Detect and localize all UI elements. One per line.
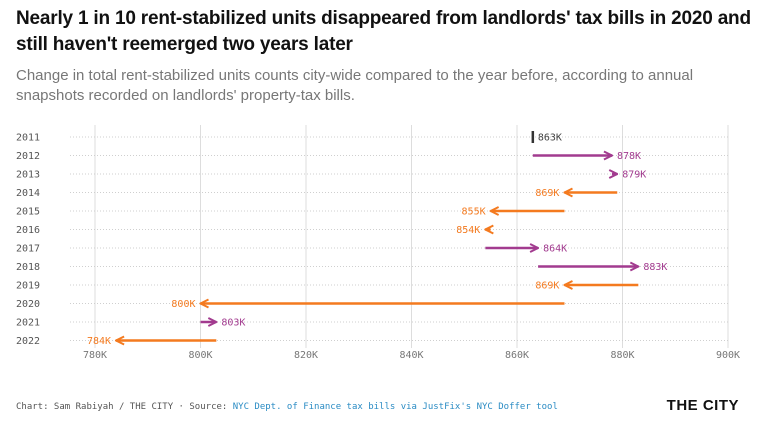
x-tick-label: 780K [83, 350, 107, 360]
year-label: 2017 [16, 244, 40, 255]
year-label: 2015 [16, 207, 40, 218]
x-tick-label: 900K [716, 350, 740, 360]
value-label: 800K [171, 299, 195, 310]
year-label: 2011 [16, 133, 40, 144]
value-label: 803K [221, 318, 245, 329]
value-label: 784K [87, 336, 111, 347]
footer-source-link[interactable]: NYC Dept. of Finance tax bills via JustF… [232, 402, 558, 412]
year-label: 2014 [16, 188, 40, 199]
year-label: 2019 [16, 281, 40, 292]
value-label: 869K [535, 281, 559, 292]
x-tick-label: 880K [610, 350, 634, 360]
year-label: 2020 [16, 299, 40, 310]
chart-title: Nearly 1 in 10 rent-stabilized units dis… [16, 8, 751, 55]
year-label: 2018 [16, 262, 40, 273]
value-label: 879K [622, 170, 646, 181]
year-label: 2022 [16, 336, 40, 347]
year-label: 2021 [16, 318, 40, 329]
value-label: 864K [543, 244, 567, 255]
x-tick-label: 800K [188, 350, 212, 360]
year-label: 2016 [16, 225, 40, 236]
footer-credit: Chart: Sam Rabiyah / THE CITY · Source: [16, 402, 233, 412]
arrow-chart: 780K 800K 820K 840K 860K 880K 900K 2011 863K 2012… [16, 125, 740, 360]
chart-subtitle: Change in total rent-stabilized units co… [16, 67, 694, 104]
value-label: 855K [462, 207, 486, 218]
year-label: 2013 [16, 170, 40, 181]
year-label: 2012 [16, 151, 40, 162]
x-tick-label: 820K [294, 350, 318, 360]
brand-logo: THE CITY [666, 397, 739, 414]
chart-footer: Chart: Sam Rabiyah / THE CITY · Source: … [16, 402, 558, 412]
x-tick-label: 840K [399, 350, 423, 360]
value-label: 869K [535, 188, 559, 199]
value-label: 883K [643, 262, 667, 273]
value-label: 863K [538, 133, 562, 144]
x-tick-label: 860K [505, 350, 529, 360]
value-label: 878K [617, 151, 641, 162]
value-label: 854K [456, 225, 480, 236]
